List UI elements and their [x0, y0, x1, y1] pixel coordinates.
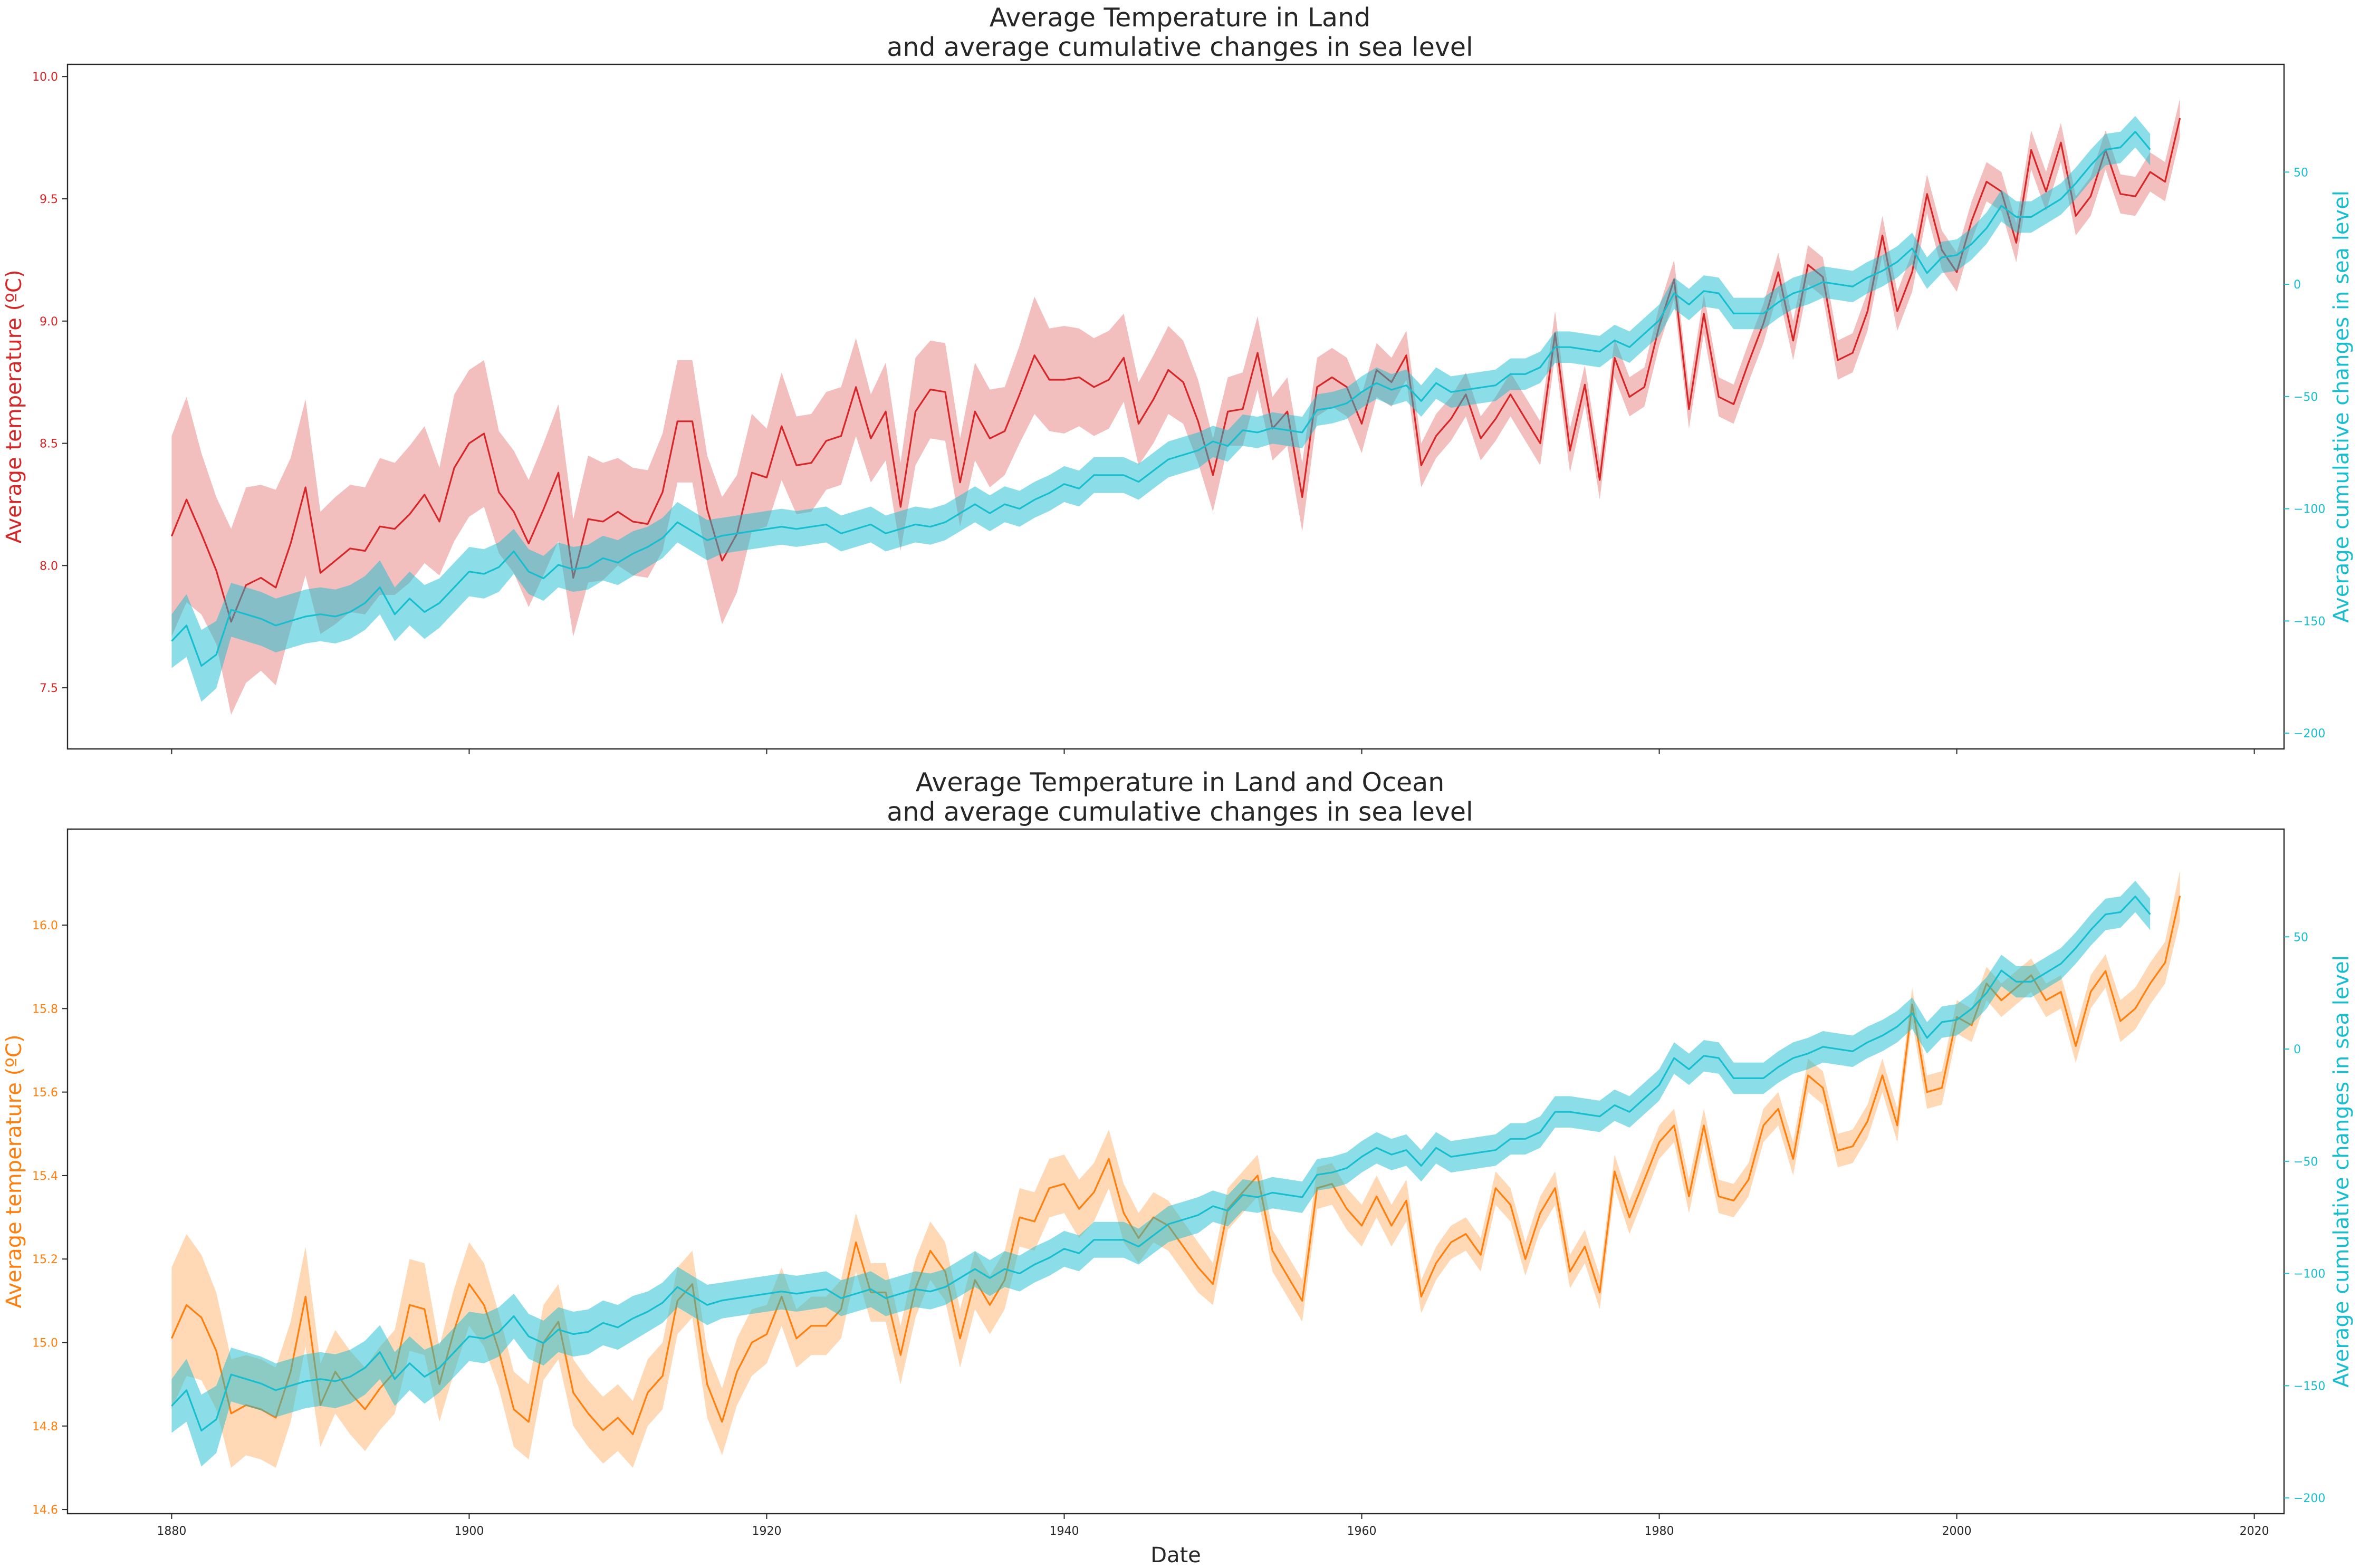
chart2-y-right-tick-label: −100 — [2294, 1268, 2325, 1281]
chart2-x-label: Date — [1150, 1543, 1201, 1567]
chart2-y-right-tick-label: 50 — [2294, 931, 2308, 944]
chart1-title-line1: Average Temperature in Land — [990, 3, 1371, 33]
chart1-y-left-label: Average temperature (ºC) — [2, 270, 26, 543]
chart1-y-left-tick-label: 8.0 — [40, 560, 58, 573]
chart2-y-left-tick-label: 15.2 — [32, 1253, 58, 1266]
chart2-y-left-tick-label: 14.6 — [32, 1504, 58, 1517]
chart1-y-right-tick-label: −150 — [2294, 615, 2325, 628]
chart2-x-tick-label: 1900 — [454, 1525, 484, 1538]
chart2-y-left-tick-label: 15.6 — [32, 1086, 58, 1100]
chart2-y-left-label: Average temperature (ºC) — [2, 1034, 26, 1308]
chart2-y-right-label: Average cumulative changes in sea level — [2329, 955, 2354, 1388]
chart1-series1-band — [171, 98, 2180, 715]
chart1-y-left-tick-label: 7.5 — [40, 682, 58, 695]
chart1-y-left-tick-label: 8.5 — [40, 438, 58, 451]
chart2-y-left-tick-label: 16.0 — [32, 919, 58, 932]
chart2-title-line1: Average Temperature in Land and Ocean — [916, 767, 1445, 797]
chart2-x-tick-label: 1920 — [752, 1525, 781, 1538]
chart1-y-right-tick-label: −200 — [2294, 727, 2325, 740]
chart1-axes-frame — [66, 63, 2285, 750]
chart1-y-left-tick-label: 10.0 — [32, 71, 58, 84]
chart1-y-right-label: Average cumulative changes in sea level — [2329, 190, 2354, 623]
chart2-y-right-tick-label: −200 — [2294, 1492, 2325, 1505]
chart1-series2-line — [171, 131, 2151, 667]
chart2-title-line2: and average cumulative changes in sea le… — [887, 797, 1473, 827]
chart2-x-tick-label: 1960 — [1347, 1525, 1377, 1538]
chart2-x-tick-label: 1880 — [157, 1525, 186, 1538]
chart1-y-right-tick-label: 0 — [2294, 278, 2301, 292]
chart2-series2-line — [171, 896, 2151, 1432]
chart2-x-tick-label: 2020 — [2240, 1525, 2269, 1538]
chart2-y-right-tick-label: −50 — [2294, 1156, 2318, 1169]
chart2-y-left-tick-label: 15.8 — [32, 1003, 58, 1016]
chart2-y-left-tick-label: 15.4 — [32, 1170, 58, 1183]
chart2-y-left-tick-label: 15.0 — [32, 1337, 58, 1350]
chart1-y-right-tick-label: −100 — [2294, 503, 2325, 516]
chart1-y-right-tick-label: −50 — [2294, 391, 2318, 404]
chart1-y-left-tick-label: 9.0 — [40, 315, 58, 329]
chart1-series1-line — [170, 118, 2181, 623]
chart2-plot-area: 1880 1900 1920 1940 1960 1980 2000 2020 14.6 14.8… — [2, 828, 2354, 1567]
chart1-plot-area: 7.5 8.0 8.5 9.0 9.5 10.0 −200 −150 −100 −50 0 50 Ave… — [2, 63, 2354, 754]
chart2-y-right-tick-label: 0 — [2294, 1043, 2301, 1056]
chart1-y-right-tick-label: 50 — [2294, 166, 2308, 179]
chart2-y-left-tick-label: 14.8 — [32, 1420, 58, 1434]
chart2-y-right-tick-label: −150 — [2294, 1380, 2325, 1393]
chart2-x-tick-label: 2000 — [1942, 1525, 1972, 1538]
chart1-y-left-tick-label: 9.5 — [40, 193, 58, 206]
chart2-x-tick-label: 1940 — [1049, 1525, 1079, 1538]
chart2-axes-frame — [66, 828, 2285, 1515]
chart2-x-tick-label: 1980 — [1645, 1525, 1674, 1538]
chart1-title-line2: and average cumulative changes in sea le… — [887, 32, 1473, 62]
